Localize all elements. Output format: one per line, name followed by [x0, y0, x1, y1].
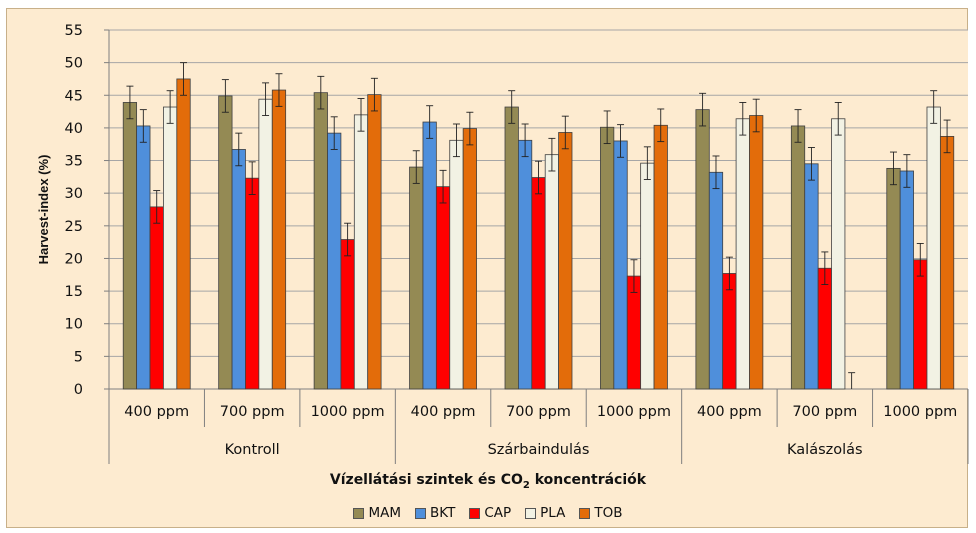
- x-tick-label: 1000 ppm: [311, 404, 385, 420]
- bar-pla: [449, 139, 464, 390]
- bar-tob: [749, 115, 764, 390]
- legend-item: BKT: [415, 505, 455, 521]
- legend: MAM BKT CAP PLA TOB: [0, 505, 976, 521]
- x-group-label: Kontroll: [225, 442, 280, 458]
- y-tick-label: 0: [74, 382, 83, 398]
- y-tick-label: 30: [65, 186, 83, 202]
- y-tick-label: 35: [65, 154, 83, 170]
- legend-label: CAP: [484, 505, 512, 521]
- bar-mam: [313, 92, 328, 390]
- bar-pla: [831, 118, 846, 390]
- x-axis-title: Vízellátási szintek és CO2 koncentrációk: [0, 472, 976, 491]
- y-tick-label: 55: [65, 23, 83, 39]
- x-tick-label: 400 ppm: [124, 404, 189, 420]
- y-tick-label: 20: [65, 251, 83, 267]
- bar-tob: [653, 124, 668, 390]
- x-tick-label: 1000 ppm: [597, 404, 671, 420]
- bar-bkt: [422, 121, 437, 390]
- bar-tob: [939, 135, 955, 390]
- legend-item: MAM: [353, 505, 401, 521]
- bar-cap: [340, 239, 355, 390]
- bar-cap: [913, 259, 928, 390]
- bar-pla: [544, 154, 560, 390]
- bar-mam: [122, 102, 138, 390]
- bar-pla: [163, 106, 178, 390]
- bar-pla: [640, 162, 655, 390]
- legend-item: TOB: [579, 505, 623, 521]
- y-tick-label: 25: [65, 219, 83, 235]
- bar-mam: [886, 167, 901, 390]
- bar-mam: [695, 109, 710, 390]
- y-tick-label: 40: [65, 121, 83, 137]
- y-tick-label: 10: [65, 317, 83, 333]
- legend-swatch: [469, 507, 481, 519]
- x-axis-title-main: Vízellátási szintek és CO: [329, 472, 523, 488]
- y-tick-label: 15: [65, 284, 83, 300]
- x-tick-label: 700 ppm: [220, 404, 285, 420]
- x-tick-label: 700 ppm: [506, 404, 571, 420]
- bar-tob: [176, 78, 191, 390]
- legend-swatch: [353, 507, 365, 519]
- bar-cap: [531, 177, 546, 390]
- bar-bkt: [804, 163, 819, 390]
- bar-cap: [817, 267, 832, 390]
- bar-mam: [790, 125, 806, 390]
- y-tick-label: 5: [74, 349, 83, 365]
- bar-bkt: [136, 125, 151, 390]
- bar-bkt: [518, 139, 533, 390]
- bar-bkt: [708, 171, 724, 390]
- bar-bkt: [231, 149, 246, 390]
- bar-tob: [271, 89, 287, 390]
- bar-tob: [367, 94, 382, 390]
- bar-tob: [558, 132, 573, 390]
- bar-bkt: [899, 170, 914, 390]
- bar-cap: [626, 275, 642, 390]
- x-tick-label: 400 ppm: [697, 404, 762, 420]
- y-tick-label: 45: [65, 88, 83, 104]
- x-group-label: Szárbaindulás: [488, 442, 590, 458]
- x-tick-label: 1000 ppm: [883, 404, 957, 420]
- legend-label: MAM: [368, 505, 402, 521]
- legend-item: CAP: [469, 505, 511, 521]
- bar-mam: [600, 126, 615, 390]
- legend-label: BKT: [430, 505, 456, 521]
- bar-pla: [258, 98, 273, 390]
- x-tick-label: 400 ppm: [411, 404, 476, 420]
- bar-pla: [926, 106, 941, 390]
- bar-cap: [722, 273, 737, 390]
- y-axis-title: Harvest-index (%): [36, 155, 51, 265]
- legend-label: TOB: [594, 505, 623, 521]
- bar-tob: [462, 128, 477, 390]
- bar-mam: [218, 95, 233, 390]
- bar-mam: [504, 106, 519, 390]
- bar-cap: [435, 186, 451, 390]
- legend-swatch: [579, 507, 591, 519]
- legend-swatch: [415, 507, 427, 519]
- bar-bkt: [613, 140, 628, 390]
- x-tick-label: 700 ppm: [792, 404, 857, 420]
- y-tick-label: 50: [65, 56, 83, 72]
- x-axis-title-end: koncentrációk: [529, 472, 647, 488]
- bar-mam: [409, 166, 424, 390]
- bar-cap: [245, 177, 260, 390]
- legend-swatch: [525, 507, 537, 519]
- legend-item: PLA: [525, 505, 565, 521]
- bar-cap: [149, 206, 164, 390]
- bar-pla: [735, 118, 750, 390]
- bar-bkt: [327, 132, 342, 390]
- legend-label: PLA: [540, 505, 566, 521]
- bar-pla: [353, 114, 369, 390]
- x-axis-title-subscript: 2: [522, 479, 530, 491]
- x-group-label: Kalászolás: [787, 442, 863, 458]
